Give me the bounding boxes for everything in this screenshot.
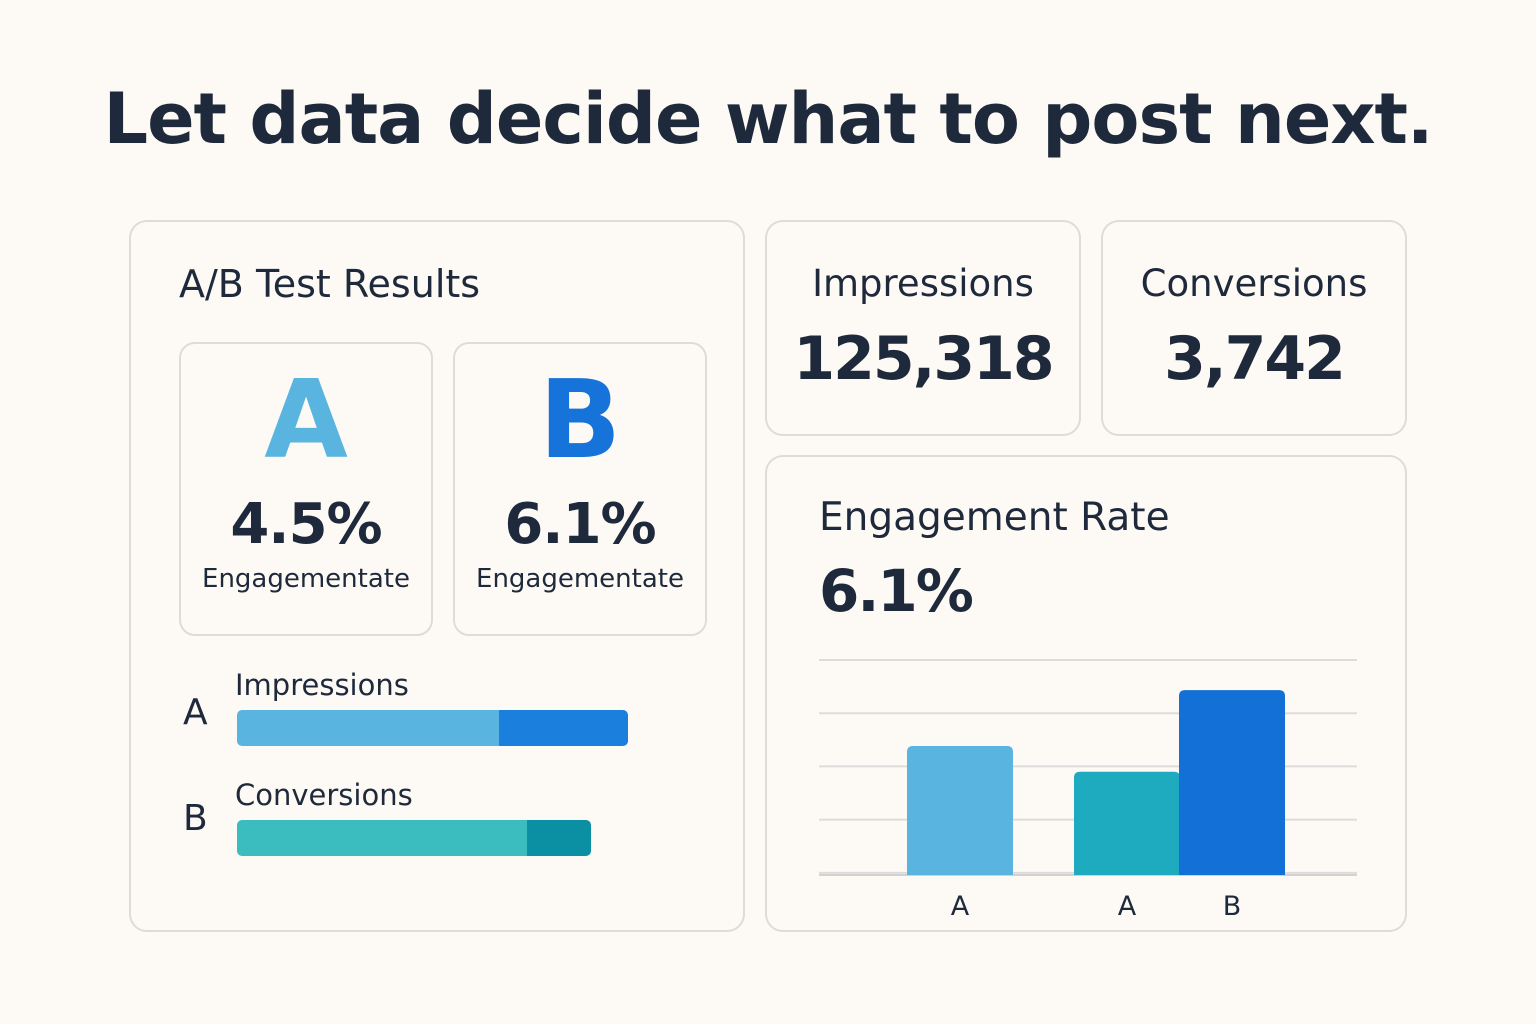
chart-bar-2[interactable]	[1179, 690, 1285, 875]
variant-b-label: Engagementate	[476, 564, 684, 594]
conversions-kpi-label: Conversions	[1140, 262, 1368, 305]
page-headline: Let data decide what to post next.	[103, 78, 1433, 160]
conversions-bar-accent	[527, 820, 591, 856]
variant-a-card[interactable]: A 4.5% Engagementate	[179, 342, 433, 636]
chart-tick-label: A	[1118, 891, 1137, 922]
impressions-kpi-value: 125,318	[793, 324, 1054, 394]
variant-a-rate: 4.5%	[230, 492, 382, 557]
engagement-rate-value: 6.1%	[819, 557, 974, 625]
bar-b-letter: B	[183, 798, 208, 839]
chart-bar-0[interactable]	[907, 746, 1013, 875]
variant-b-rate: 6.1%	[504, 492, 656, 557]
variant-b-card[interactable]: B 6.1% Engagementate	[453, 342, 707, 636]
variant-b-letter: B	[538, 358, 622, 483]
chart-tick-label: B	[1223, 891, 1242, 922]
variant-a-label: Engagementate	[202, 564, 410, 594]
conversions-bar-fill	[237, 820, 528, 856]
impressions-kpi-label: Impressions	[812, 262, 1034, 305]
bar-a-title: Impressions	[235, 668, 409, 702]
ab-test-title: A/B Test Results	[179, 262, 481, 306]
engagement-rate-title: Engagement Rate	[819, 495, 1170, 540]
impressions-bar-fill	[237, 710, 499, 746]
ab-test-panel: A/B Test Results A 4.5% Engagementate B …	[129, 220, 745, 932]
impressions-bar-accent	[498, 710, 628, 746]
engagement-rate-card: Engagement Rate 6.1% A A B	[765, 455, 1407, 932]
conversions-kpi-value: 3,742	[1164, 324, 1346, 394]
conversions-kpi-card[interactable]: Conversions 3,742	[1101, 220, 1407, 436]
chart-bar-1[interactable]	[1074, 771, 1180, 875]
bar-b-title: Conversions	[235, 778, 413, 812]
chart-tick-label: A	[951, 891, 970, 922]
impressions-progress-bar	[237, 710, 628, 746]
impressions-kpi-card[interactable]: Impressions 125,318	[765, 220, 1081, 436]
bar-a-letter: A	[183, 692, 208, 733]
conversions-progress-bar	[237, 820, 591, 856]
variant-a-letter: A	[264, 358, 348, 483]
